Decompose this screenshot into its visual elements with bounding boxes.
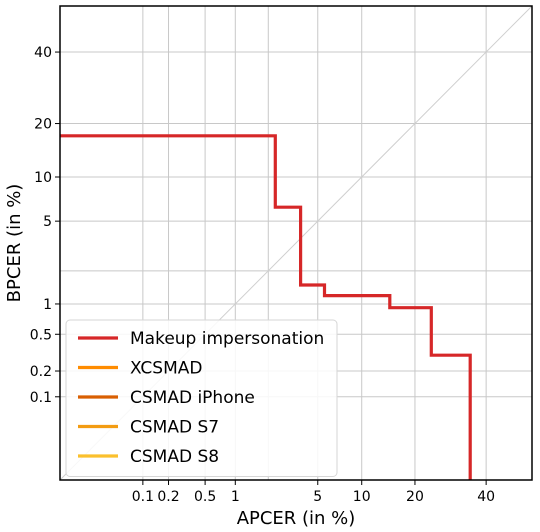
x-tick-label: 40: [477, 489, 495, 505]
y-tick-label: 1: [43, 297, 52, 313]
y-tick-label: 5: [43, 214, 52, 230]
legend-label: CSMAD S7: [130, 418, 219, 438]
series-line: [60, 134, 472, 480]
y-axis-label: BPCER (in %): [4, 184, 25, 303]
series-layer: [60, 134, 472, 480]
y-tick-label: 0.1: [30, 390, 52, 406]
y-tick-label: 40: [34, 45, 52, 61]
x-tick-label: 0.5: [194, 489, 216, 505]
x-tick-label: 20: [406, 489, 424, 505]
y-tick-label: 10: [34, 170, 52, 186]
y-axis-ticks: 0.1 0.2 0.5 1 5 10 20 40: [30, 45, 60, 406]
legend-label: CSMAD S8: [130, 447, 219, 467]
x-tick-label: 10: [353, 489, 371, 505]
legend-label: XCSMAD: [130, 359, 202, 379]
x-tick-label: 5: [313, 489, 322, 505]
x-tick-label: 1: [231, 489, 240, 505]
x-tick-label: 0.2: [157, 489, 179, 505]
y-tick-label: 0.5: [30, 327, 52, 343]
legend: Makeup impersonation XCSMAD CSMAD iPhone CS…: [65, 319, 338, 477]
y-tick-label: 0.2: [30, 364, 52, 380]
x-tick-label: 0.1: [132, 489, 154, 505]
legend-box: [65, 319, 338, 477]
x-axis-label: APCER (in %): [237, 508, 356, 529]
plot-frame: [59, 5, 533, 481]
y-tick-label: 20: [34, 117, 52, 133]
legend-label: Makeup impersonation: [130, 329, 324, 349]
legend-label: CSMAD iPhone: [130, 388, 255, 408]
x-axis-ticks: 0.1 0.2 0.5 1 5 10 20 40: [132, 480, 495, 505]
